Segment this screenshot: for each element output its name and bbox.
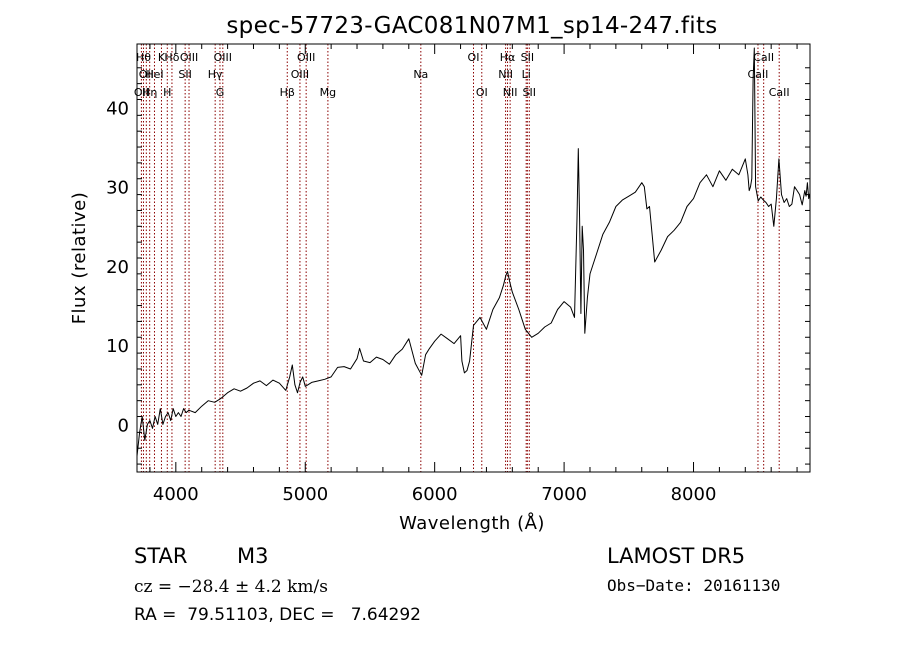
marker-label: Mg bbox=[320, 86, 336, 99]
marker-label: Na bbox=[413, 68, 428, 81]
spectrum-line bbox=[136, 47, 811, 457]
marker-label: OIII bbox=[214, 51, 232, 64]
marker-label: NII bbox=[503, 86, 518, 99]
marker-label: SII bbox=[178, 68, 191, 81]
emission-line-markers bbox=[140, 44, 780, 472]
marker-label: HeI bbox=[145, 68, 163, 81]
x-tick-label: 7000 bbox=[541, 484, 587, 505]
marker-label: CaII bbox=[753, 51, 774, 64]
marker-label: OII bbox=[134, 86, 149, 99]
sky-coordinates: RA = 79.51103, DEC = 7.64292 bbox=[134, 605, 421, 625]
marker-label: OI bbox=[476, 86, 488, 99]
radial-velocity: cz = −28.4 ± 4.2 km/s bbox=[134, 577, 328, 597]
marker-label: CaII bbox=[748, 68, 769, 81]
survey-name: LAMOST DR5 bbox=[607, 544, 745, 568]
observation-date: Obs−Date: 20161130 bbox=[607, 576, 780, 595]
marker-label: H bbox=[163, 86, 171, 99]
emission-line-labels: OIIHθOIIHηHeIKHHδSIIOIIIHγGOIIIHβOIIIOII… bbox=[134, 51, 790, 99]
marker-label: G bbox=[216, 86, 225, 99]
marker-label: Hδ bbox=[164, 51, 179, 64]
marker-label: OIII bbox=[291, 68, 309, 81]
x-tick-label: 4000 bbox=[153, 484, 199, 505]
marker-label: SII bbox=[523, 86, 536, 99]
marker-label: OI bbox=[468, 51, 480, 64]
y-tick-label: 10 bbox=[106, 336, 129, 357]
marker-label: Hα bbox=[500, 51, 516, 64]
x-tick-label: 8000 bbox=[671, 484, 717, 505]
marker-label: Hγ bbox=[208, 68, 223, 81]
marker-label: NII bbox=[498, 68, 513, 81]
marker-label: OIII bbox=[180, 51, 198, 64]
marker-label: CaII bbox=[769, 86, 790, 99]
marker-label: Li bbox=[522, 68, 531, 81]
y-tick-label: 40 bbox=[106, 98, 129, 119]
x-tick-label: 5000 bbox=[282, 484, 328, 505]
marker-label: Hβ bbox=[280, 86, 295, 99]
y-axis: 0 10 20 30 40 bbox=[106, 67, 810, 465]
marker-label: SII bbox=[521, 51, 534, 64]
x-tick-label: 6000 bbox=[412, 484, 458, 505]
marker-label: K bbox=[158, 51, 166, 64]
y-tick-label: 20 bbox=[106, 257, 129, 278]
chart-title: spec-57723-GAC081N07M1_sp14-247.fits bbox=[226, 13, 717, 39]
y-axis-label: Flux (relative) bbox=[69, 192, 90, 325]
y-tick-label: 0 bbox=[118, 415, 129, 436]
object-class: STAR bbox=[134, 544, 187, 568]
x-axis: 4000 5000 6000 7000 8000 bbox=[149, 44, 798, 505]
y-tick-label: 30 bbox=[106, 178, 129, 199]
marker-label: Hθ bbox=[136, 51, 151, 64]
marker-label: OII bbox=[139, 68, 154, 81]
object-subclass: M3 bbox=[237, 544, 268, 568]
x-axis-label: Wavelength (Å) bbox=[399, 512, 545, 534]
marker-label: OIII bbox=[297, 51, 315, 64]
marker-label: Hη bbox=[142, 86, 157, 99]
